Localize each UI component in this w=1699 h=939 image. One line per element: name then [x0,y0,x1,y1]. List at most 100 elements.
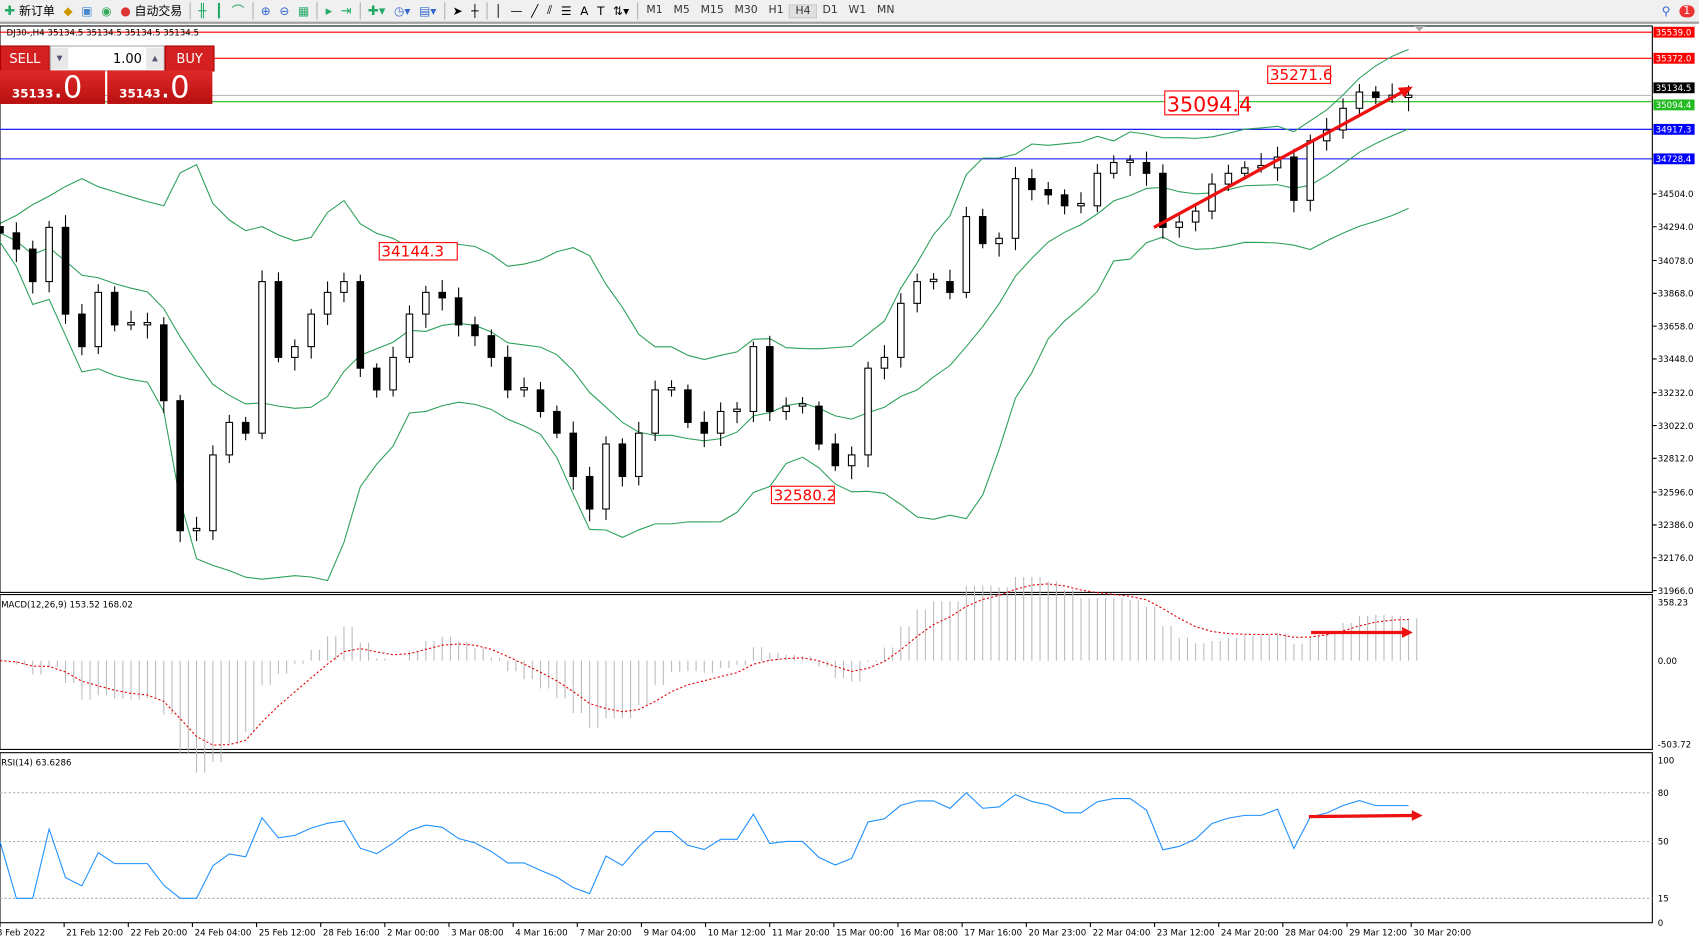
candle-body [176,400,184,532]
candle-body [1355,91,1364,109]
zoom-out-button[interactable]: ⊖ [275,1,294,20]
price-tick-label: 34504.0 [1658,190,1694,200]
price-annotation-box [378,242,458,261]
candle-body [28,248,37,283]
timeframe-mn[interactable]: MN [876,3,895,16]
price-tick-label: 33022.0 [1658,422,1694,432]
price-annotation: 35094.4 [1167,93,1252,117]
chart-shift-icon: ⇥ [340,3,352,19]
new-order-button[interactable]: ✚ 新订单 [0,1,59,20]
price-tick-label: 32812.0 [1658,455,1694,465]
level-badge [1653,26,1695,38]
candle-body [1060,194,1069,207]
autoscroll-button[interactable]: ▸ [321,1,336,20]
candle-body [667,387,676,391]
timeframe-m5[interactable]: M5 [673,3,690,16]
channel-button[interactable]: ⫽ [543,1,557,20]
candle-body [782,405,790,413]
crosshair-button[interactable]: ┼ [467,1,483,20]
zoom-out-icon: ⊖ [279,3,290,18]
decrease-lot-icon[interactable]: ▼ [50,47,69,70]
autoscroll-icon: ▸ [325,3,333,19]
indicators-button[interactable]: ✚▾ [364,1,390,20]
text-icon: A [580,3,589,18]
cursor-button[interactable]: ➤ [448,1,467,20]
lot-size-input[interactable]: 1.00 [112,50,142,67]
auto-trade-button[interactable]: ● 自动交易 [116,1,187,20]
candle-body [340,281,348,293]
signals-button[interactable]: ◉ [97,1,116,20]
candle-body [438,291,447,299]
fibonacci-icon: ☰ [560,3,572,18]
sell-price-button[interactable]: 35133.0 [0,70,106,104]
chart-shift-button[interactable]: ⇥ [336,1,356,20]
candle-body [356,281,365,369]
candle-body [1044,189,1053,196]
timeframe-h1[interactable]: H1 [768,3,784,16]
text-label-button[interactable]: T [593,1,609,20]
candle-body [929,278,938,283]
level-label: 35539.0 [1656,28,1692,38]
level-label: 35372.0 [1656,55,1692,65]
lot-size-stepper[interactable]: ▼ 1.00 ▲ [49,45,165,72]
horizontal-line-button[interactable]: — [506,1,527,20]
trendline-icon: ╱ [531,3,539,18]
signal-icon: ◉ [101,3,112,18]
rsi-line [0,792,1409,899]
bar-chart-icon: ╫ [198,3,207,19]
chart-area[interactable]: 34504.0 34294.0 34078.0 33868.0 33658.0 33448… [0,22,1699,939]
notifications-button[interactable]: 1 [1675,1,1699,20]
indicators-icon: ✚▾ [367,3,386,19]
candle-body [274,281,283,358]
candle-body [831,443,840,467]
periods-button[interactable]: ◷▾ [390,1,415,20]
trend-arrow [1153,89,1405,229]
arrows-button[interactable]: ⇅▾ [609,1,634,20]
price-annotation: 35271.6 [1270,66,1333,84]
time-label: 29 Mar 12:00 [1349,929,1407,939]
auto-trade-label: 自动交易 [134,4,183,19]
candle-body [503,356,512,391]
time-label: 11 Mar 20:00 [772,929,830,939]
macd-panel [0,594,1653,750]
terminal-button[interactable]: ▣ [77,1,97,20]
timeframe-m30[interactable]: M30 [734,3,758,16]
candle-body [749,346,758,413]
notification-badge: 1 [1679,4,1695,17]
timeframe-m15[interactable]: M15 [700,3,724,16]
templates-button[interactable]: ▤▾ [415,1,441,20]
candle-body [1224,172,1233,185]
level-badge [1653,99,1695,111]
increase-lot-icon[interactable]: ▲ [146,47,164,70]
line-chart-button[interactable]: ⌒ [227,1,249,20]
sell-button[interactable]: SELL [0,45,50,72]
tile-windows-button[interactable]: ▦ [294,1,314,20]
fibonacci-button[interactable]: ☰ [557,1,576,20]
rsi-arrowhead-icon [1411,810,1423,821]
time-label: 28 Feb 16:00 [323,929,380,939]
candle-body [880,356,889,369]
candle-body [225,421,234,456]
candle-body [520,387,528,391]
navigator-button[interactable]: ◆ [59,1,77,20]
timeframe-m1[interactable]: M1 [646,3,663,16]
buy-button[interactable]: BUY [164,45,215,72]
timeframe-bar: M1 M5 M15 M30 H1 H4 D1 W1 MN [641,3,900,18]
candle-body [700,421,709,434]
timeframe-w1[interactable]: W1 [848,3,867,16]
zoom-in-button[interactable]: ⊕ [256,1,275,20]
search-button[interactable]: ⚲ [1657,1,1674,20]
candle-body [389,356,397,391]
candlestick-button[interactable]: ┃ [211,1,228,20]
bar-chart-button[interactable]: ╫ [194,1,211,20]
text-button[interactable]: A [576,1,593,20]
trendline-button[interactable]: ╱ [527,1,543,20]
timeframe-h4[interactable]: H4 [789,3,818,18]
candle-body [454,297,463,326]
vertical-line-button[interactable]: │ [490,1,506,20]
candle-body [1093,172,1102,207]
candle-body [61,226,70,315]
candle-body [1126,159,1134,164]
timeframe-d1[interactable]: D1 [822,3,838,16]
buy-price-button[interactable]: 35143.0 [107,70,213,104]
